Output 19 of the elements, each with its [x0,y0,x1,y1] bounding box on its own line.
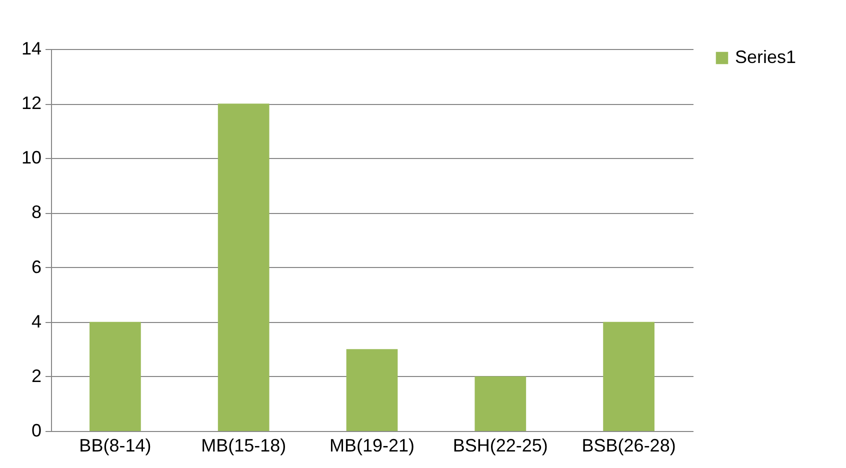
y-tick-label: 14 [21,38,42,58]
y-tick-label: 4 [31,311,42,332]
bar [474,376,526,431]
y-tick-label: 10 [21,148,42,168]
y-tick-label: 0 [31,420,42,440]
x-tick-label: BB(8-14) [79,436,152,456]
bar [346,349,398,431]
bar [90,322,141,431]
y-tick-label: 2 [31,366,42,386]
bar [218,104,270,431]
x-tick-label: MB(19-21) [329,436,415,456]
x-tick-label: BSH(22-25) [452,436,548,456]
bar [603,322,654,431]
y-tick-label: 8 [31,202,42,222]
y-tick-label: 12 [21,93,42,114]
legend-label: Series1 [735,47,796,67]
x-tick-label: MB(15-18) [201,436,286,456]
y-tick-label: 6 [31,256,42,277]
x-tick-label: BSB(26-28) [582,436,676,456]
